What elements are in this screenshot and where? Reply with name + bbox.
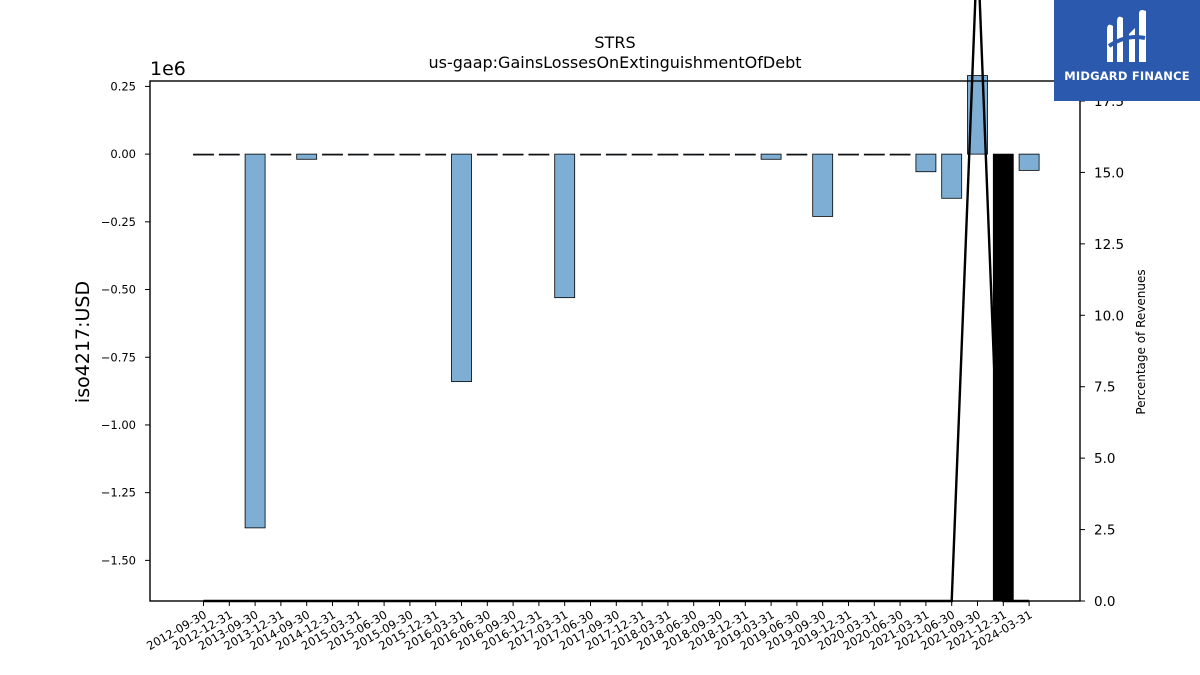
bar-2017-06-30 — [580, 153, 601, 156]
y-tick-label: −1.00 — [101, 418, 136, 432]
midgard-logo-icon — [1107, 10, 1146, 63]
left-axis: 0.25 0.00 −0.25 −0.50 −0.75 −1.00 −1.25 −1.50 — [101, 79, 150, 567]
y-tick-label: −0.50 — [101, 283, 136, 297]
bar-2020-06-30 — [889, 153, 911, 156]
x-axis: 2012-09-302012-12-312013-09-302013-12-31… — [144, 601, 1035, 653]
percentage-of-revenues-line — [203, 0, 1030, 603]
chart-subtitle: us-gaap:GainsLossesOnExtinguishmentOfDeb… — [428, 53, 801, 72]
percentage-line — [203, 0, 1030, 603]
bar-2016-03-31 — [451, 153, 472, 383]
right-axis: 0.02.55.07.510.012.515.017.5 — [1080, 94, 1124, 610]
y2-tick-label: 7.5 — [1094, 380, 1115, 396]
y-tick-label: −1.50 — [101, 553, 136, 567]
y-tick-label: −1.25 — [101, 486, 136, 500]
bars — [193, 75, 1040, 602]
y2-tick-label: 0.0 — [1094, 594, 1115, 610]
bar-2015-12-31 — [425, 153, 447, 156]
brand-logo: MIDGARD FINANCE — [1054, 0, 1200, 101]
bar-2024-03-31 — [1018, 153, 1040, 171]
plot-frame — [149, 80, 1081, 602]
bar-2019-09-30 — [812, 153, 834, 217]
y-tick-label: −0.25 — [101, 215, 136, 229]
bar-2013-09-30 — [244, 153, 266, 529]
bar-2014-12-31 — [322, 153, 343, 156]
bar-2017-03-31 — [554, 153, 576, 299]
bar-2014-09-30 — [296, 153, 318, 160]
bar-2012-12-31 — [218, 153, 240, 156]
bar-2019-06-30 — [786, 153, 808, 156]
bar-2013-12-31 — [270, 153, 292, 156]
bar-2018-12-31 — [734, 153, 756, 156]
bar-2018-06-30 — [683, 153, 705, 156]
bar-2017-12-31 — [631, 153, 653, 156]
bar-2020-03-31 — [863, 153, 885, 156]
chart-title: STRS — [594, 33, 635, 52]
brand-name: MIDGARD FINANCE — [1064, 69, 1190, 83]
bar-2017-09-30 — [605, 153, 627, 156]
bar-2019-12-31 — [838, 153, 859, 156]
y-axis-label: iso4217:USD — [72, 281, 94, 403]
bar-2018-03-31 — [657, 153, 679, 156]
bar-2021-03-31 — [915, 153, 937, 173]
bar-2015-09-30 — [399, 153, 421, 156]
y-offset-text: 1e6 — [150, 58, 186, 80]
y-tick-label: 0.00 — [110, 147, 136, 161]
bar-2018-09-30 — [709, 153, 730, 156]
y2-tick-label: 2.5 — [1094, 523, 1115, 539]
bar-2016-06-30 — [476, 153, 498, 156]
bar-2016-12-31 — [528, 153, 550, 156]
y-tick-label: −0.75 — [101, 350, 136, 364]
bar-2012-09-30 — [193, 153, 214, 156]
bar-2021-06-30 — [941, 153, 963, 199]
y-tick-label: 0.25 — [110, 79, 136, 93]
bar-2015-06-30 — [373, 153, 395, 156]
bar-2019-03-31 — [760, 153, 782, 160]
bar-2016-09-30 — [502, 153, 524, 156]
y2-tick-label: 10.0 — [1094, 308, 1124, 324]
y2-axis-label: Percentage of Revenues — [1134, 269, 1148, 414]
y2-tick-label: 12.5 — [1094, 237, 1124, 253]
bar-2015-03-31 — [347, 153, 369, 156]
y2-tick-label: 15.0 — [1094, 165, 1124, 181]
bar-2021-12-31 — [992, 153, 1014, 602]
y2-tick-label: 5.0 — [1094, 451, 1115, 467]
